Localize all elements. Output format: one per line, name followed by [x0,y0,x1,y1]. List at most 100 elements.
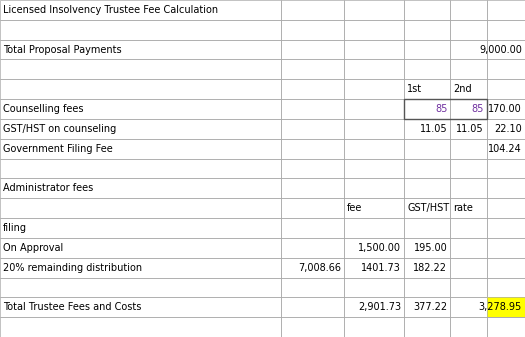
Bar [404,258,450,278]
Bar [281,238,344,258]
Bar [487,0,525,20]
Bar [404,178,450,198]
Bar [450,159,487,178]
Bar [450,258,487,278]
Bar [450,20,487,40]
Bar [487,297,525,317]
Bar [344,99,404,119]
Text: 9,000.00: 9,000.00 [479,44,522,55]
Bar [0,0,281,20]
Bar [281,258,344,278]
Bar [450,139,487,159]
Bar [0,99,281,119]
Text: 20% remainding distribution: 20% remainding distribution [3,263,142,273]
Bar [344,317,404,337]
Bar [404,139,450,159]
Text: 1st: 1st [407,84,423,94]
Bar [450,59,487,79]
Bar [404,159,450,178]
Bar [344,278,404,297]
Bar [281,119,344,139]
Bar [404,278,450,297]
Bar [450,40,487,59]
Bar [404,198,450,218]
Bar [344,79,404,99]
Bar [404,79,450,99]
Bar [281,79,344,99]
Bar [281,139,344,159]
Bar [404,119,450,139]
Text: 7,008.66: 7,008.66 [298,263,341,273]
Bar [344,119,404,139]
Bar [487,297,525,317]
Bar [344,258,404,278]
Bar [487,139,525,159]
Bar [404,99,487,119]
Text: rate: rate [454,203,474,213]
Bar [487,238,525,258]
Bar [404,218,450,238]
Bar [404,297,450,317]
Text: Administrator fees: Administrator fees [3,183,93,193]
Bar [0,40,281,59]
Bar [404,238,450,258]
Text: On Approval: On Approval [3,243,64,253]
Bar [487,59,525,79]
Bar [344,297,404,317]
Bar [344,218,404,238]
Bar [281,178,344,198]
Bar [0,198,281,218]
Bar [487,119,525,139]
Text: GST/HST: GST/HST [407,203,449,213]
Bar [344,0,404,20]
Bar [450,238,487,258]
Bar [450,278,487,297]
Bar [0,297,281,317]
Bar [281,0,344,20]
Bar [344,238,404,258]
Bar [487,40,525,59]
Bar [281,218,344,238]
Bar [344,198,404,218]
Bar [0,20,281,40]
Bar [487,218,525,238]
Text: 22.10: 22.10 [494,124,522,134]
Text: Counselling fees: Counselling fees [3,104,83,114]
Bar [281,198,344,218]
Bar [0,278,281,297]
Bar [281,159,344,178]
Bar [344,159,404,178]
Bar [450,178,487,198]
Text: 85: 85 [471,104,484,114]
Bar [344,139,404,159]
Text: 3,278.95: 3,278.95 [479,302,522,312]
Bar [487,198,525,218]
Text: 170.00: 170.00 [488,104,522,114]
Bar [281,317,344,337]
Bar [450,198,487,218]
Bar [281,99,344,119]
Bar [404,40,450,59]
Bar [487,99,525,119]
Bar [487,278,525,297]
Bar [450,218,487,238]
Bar [0,178,281,198]
Bar [0,317,281,337]
Bar [344,40,404,59]
Text: fee: fee [347,203,362,213]
Bar [487,79,525,99]
Bar [0,218,281,238]
Bar [0,119,281,139]
Bar [0,159,281,178]
Text: 1401.73: 1401.73 [361,263,401,273]
Text: 11.05: 11.05 [419,124,447,134]
Bar [404,20,450,40]
Text: 2,901.73: 2,901.73 [358,302,401,312]
Bar [404,99,450,119]
Bar [450,119,487,139]
Text: Government Filing Fee: Government Filing Fee [3,144,113,154]
Bar [487,159,525,178]
Text: filing: filing [3,223,27,233]
Text: 195.00: 195.00 [414,243,447,253]
Bar [0,139,281,159]
